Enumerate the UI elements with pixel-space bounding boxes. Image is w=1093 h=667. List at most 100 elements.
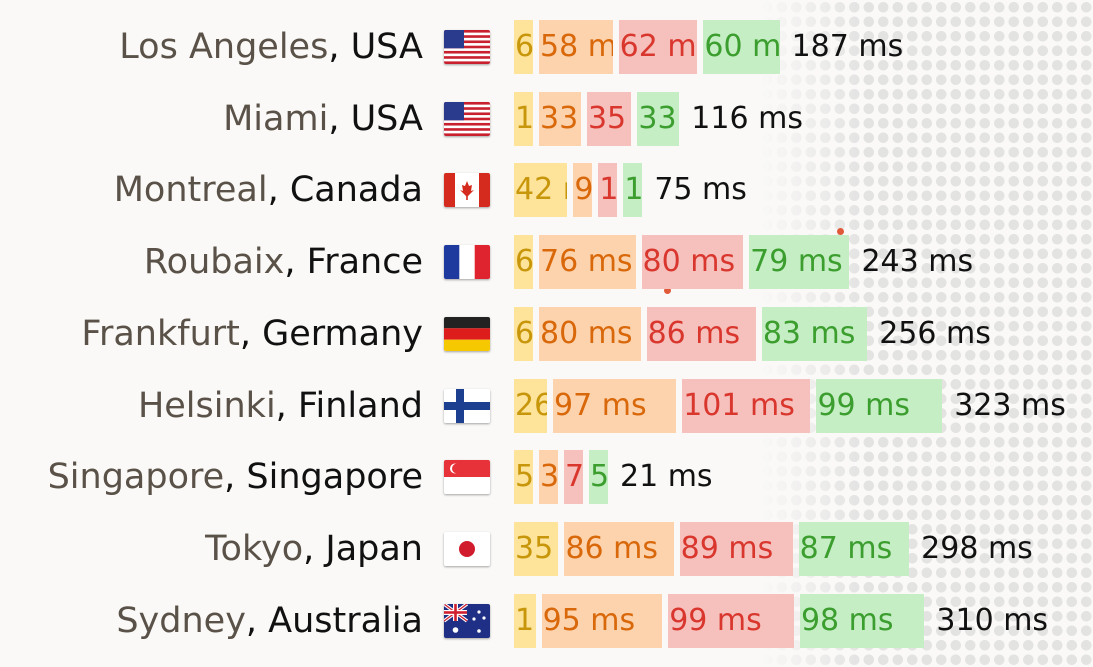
location-label: Helsinki, Finland [138,379,423,433]
total-latency: 21 ms [620,459,713,495]
country-name: , Finland [275,385,423,426]
bar-segment-4: 98 ms [799,593,925,648]
total-latency: 298 ms [921,530,1033,566]
stacked-bar: 15 ms33 ms35 ms33 ms116 ms [514,91,803,146]
location-label: Montreal, Canada [114,163,423,217]
location-label: Los Angeles, USA [119,20,423,74]
bar-segment-2: 95 ms [541,593,663,648]
total-latency: 310 ms [936,602,1049,638]
bar-segment-1: 15 ms [514,91,534,146]
country-name: , USA [328,27,423,67]
server-marker [837,228,844,235]
total-latency: 116 ms [691,100,803,136]
bar-segment-2: 9 ms [573,163,593,218]
location-label: Roubaix, France [144,235,423,289]
flag-fi-icon [444,388,490,423]
total-latency: 323 ms [954,387,1066,423]
country-name: , Japan [303,528,423,569]
location-label: Tokyo, Japan [205,522,423,576]
total-latency: 243 ms [861,244,974,280]
bar-segment-3: 7 ms [564,450,583,505]
country-name: , USA [328,98,423,139]
flag-fr-icon [444,245,490,280]
bar-segment-4: 87 ms [798,521,910,576]
flag-us-icon [444,101,490,136]
latency-row: Singapore, Singapore 5 ms 3 ms 7 ms 5 ms 21 … [0,450,1093,505]
bar-segment-4: 33 ms [637,91,680,146]
latency-row: Montreal, Canada 42 ms9 ms11 ms11 ms75 m… [0,163,1093,218]
total-latency: 75 ms [654,172,747,208]
location-label: Miami, USA [223,92,423,146]
latency-row: Miami, USA 15 ms33 ms35 ms33 ms116 ms [0,91,1093,146]
flag-jp-icon [444,531,490,566]
stacked-bar: 5 ms 3 ms 7 ms 5 ms 21 ms [514,450,713,505]
flag-sg-icon [444,460,490,495]
country-name: , Australia [245,600,423,641]
location-label: Frankfurt, Germany [81,307,423,361]
city-name: Sydney [116,600,246,641]
city-name: Frankfurt [81,313,240,354]
city-name: Los Angeles [119,27,329,67]
stacked-bar: 6 ms 58 ms62 ms60 ms 187 ms [514,20,903,74]
bar-segment-3: 80 ms [641,235,744,290]
bar-segment-4: 79 ms [749,235,850,290]
country-name: , Germany [239,313,423,354]
flag-us-icon [444,30,490,64]
bar-segment-3: 35 ms [586,91,632,146]
bar-segment-2: 80 ms [539,306,641,361]
city-name: Montreal [113,170,268,211]
city-name: Helsinki [137,385,276,426]
bar-segment-3: 86 ms [646,306,756,361]
flag-de-icon [444,316,490,351]
bar-segment-2: 58 ms [539,20,613,74]
total-latency: 187 ms [791,29,904,64]
bar-segment-4: 5 ms [589,450,608,505]
bar-segment-4: 99 ms [816,378,943,433]
country-name: , Singapore [224,457,423,498]
bar-segment-3: 62 ms [618,20,698,74]
bar-segment-1: 5 ms [514,450,533,505]
stacked-bar: 42 ms9 ms11 ms11 ms75 ms [514,163,747,218]
total-latency: 256 ms [879,315,991,351]
latency-row: Los Angeles, USA 6 ms 58 ms62 ms60 ms 187 … [0,20,1093,74]
bar-segment-1: 35 ms [514,521,559,576]
bar-segment-1: 26 ms [514,378,548,433]
bar-segment-1: 6 ms [514,20,533,74]
bar-segment-3: 89 ms [679,521,793,576]
city-name: Tokyo [205,528,304,569]
country-name: , Canada [267,170,423,211]
flag-au-icon [444,603,490,638]
country-name: , France [284,242,423,283]
bar-segment-1: 6 ms [514,235,533,290]
bar-segment-4: 83 ms [761,306,868,361]
bar-segment-1: 17 ms [514,593,536,648]
bar-segment-3: 99 ms [668,593,794,648]
location-label: Sydney, Australia [116,594,423,648]
city-name: Roubaix [143,242,285,283]
bar-segment-1: 42 ms [514,163,568,218]
flag-ca-icon [444,173,490,208]
city-name: Miami [223,98,329,139]
bar-segment-2: 97 ms [553,378,677,433]
bar-segment-4: 11 ms [623,163,643,218]
bar-segment-1: 6 ms [514,306,533,361]
location-label: Singapore, Singapore [48,450,423,504]
server-marker [664,287,671,294]
bar-segment-3: 101 ms [682,378,811,433]
bar-segment-2: 86 ms [564,521,674,576]
bar-segment-4: 60 ms [703,20,780,74]
bar-segment-2: 3 ms [539,450,558,505]
bar-segment-2: 33 ms [539,91,581,146]
bar-segment-2: 76 ms [539,235,636,290]
city-name: Singapore [47,457,225,498]
